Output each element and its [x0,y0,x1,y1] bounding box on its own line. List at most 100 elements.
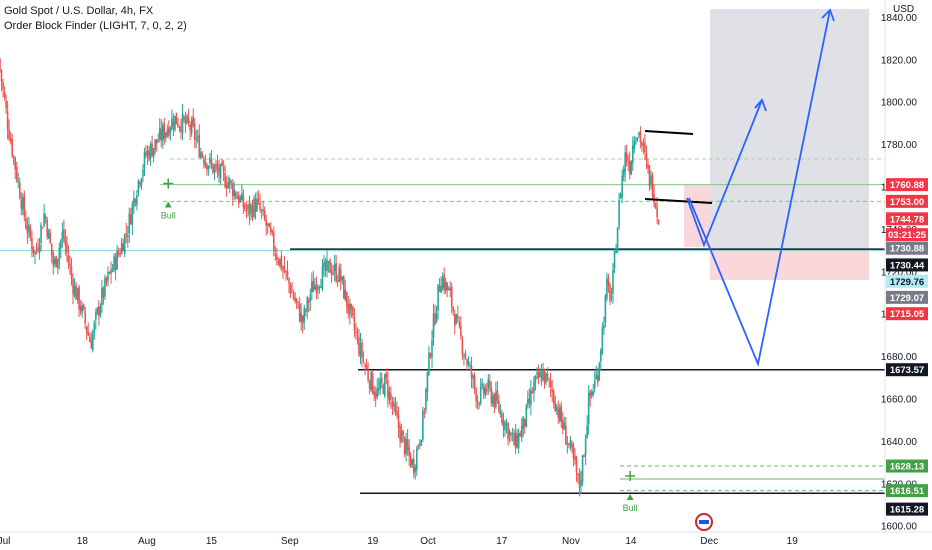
candle-body [49,232,51,243]
candle-body [306,297,309,312]
time-axis[interactable]: Jul 18 Aug 15 Sep 19 Oct 17 Nov 14 Dec 19 [0,536,798,547]
candle-body [245,209,248,211]
candle-body [408,447,410,456]
candle-body [25,218,27,229]
candle-body [315,284,318,293]
resistance-trendline [644,130,694,135]
candle-body [382,385,385,394]
candle-body [327,261,330,263]
candle-body [542,370,544,380]
price-tick-label: 1640.00 [881,437,918,448]
price-label-box [886,290,928,304]
candle-body [181,113,184,134]
candle-body [289,284,292,295]
candle-body [479,386,482,404]
candle-body [578,472,581,489]
candle-body [510,433,512,435]
candle-body [323,262,325,267]
candle-body [558,407,561,421]
risk-reward-zones [684,9,869,280]
candle-body [598,363,601,380]
candle-body [184,117,187,125]
candle-body [247,205,249,209]
candle-body [140,178,143,186]
candle-body [307,300,310,304]
candle-body [374,392,377,399]
candle-body [142,169,144,177]
candle-body [321,266,324,290]
candle-body [29,227,32,238]
candle-body [379,379,382,389]
price-label-text: 1616.51 [890,486,925,497]
candle-body [227,182,229,188]
candle-body [330,270,333,276]
price-axis[interactable]: 1600.001620.001640.001660.001680.001700.… [881,13,918,533]
candle-body [2,82,4,89]
candle-body [35,248,38,250]
candle-body [349,303,351,316]
candle-body [98,306,100,316]
candle-body [277,261,280,264]
candle-body [593,379,596,389]
candle-body [20,199,23,209]
candle-body [272,232,275,252]
candle-body [295,298,298,303]
candle-body [484,388,487,396]
candle-body [239,197,242,202]
candle-body [101,288,103,306]
candle-body [11,138,13,156]
candle-body [9,138,12,142]
candle-body [414,467,417,472]
candle-body [58,247,61,260]
candle-body [581,455,584,483]
tradingview-logo-icon [695,513,713,531]
candle-body [443,274,445,290]
candle-body [437,284,439,311]
candle-body [517,433,520,449]
candle-body [61,232,64,241]
candle-body [297,301,299,303]
candle-body [57,258,59,269]
candle-body [406,439,409,450]
candle-body [320,286,322,288]
candle-body [415,448,418,470]
candle-body [467,362,470,365]
candle-body [344,289,347,300]
candle-body [137,180,140,193]
candle-body [645,153,648,161]
candle-body [91,333,94,351]
candle-body [504,421,506,431]
candle-body [385,373,388,379]
candle-body [356,335,359,337]
candle-body [618,199,620,227]
price-label-box [886,178,928,192]
candle-body [3,91,6,98]
candle-body [224,173,226,188]
candle-body [291,291,293,293]
candle-body [250,204,252,213]
candle-body [371,374,374,394]
candle-body [432,313,435,339]
candle-body [260,209,263,211]
projection-path-short [686,99,763,248]
candle-body [533,382,535,393]
indicator-legend[interactable]: Order Block Finder (LIGHT, 7, 0, 2, 2) [4,20,187,32]
symbol-legend[interactable]: Gold Spot / U.S. Dollar, 4h, FX [4,5,154,17]
candle-body [592,391,595,396]
candle-body [411,459,414,465]
candle-body [318,286,321,289]
price-tick-label: 1660.00 [881,394,918,405]
candle-body [148,150,150,160]
candle-body [347,304,350,313]
candle-body [589,391,591,398]
candle-body [441,277,444,289]
candle-body [139,182,141,185]
candle-body [502,420,505,428]
candle-body [133,197,135,207]
candle-body [624,152,626,172]
candle-body [615,252,617,254]
candle-body [394,405,397,412]
price-tick-label: 1600.00 [881,522,918,533]
candle-body [501,413,503,423]
